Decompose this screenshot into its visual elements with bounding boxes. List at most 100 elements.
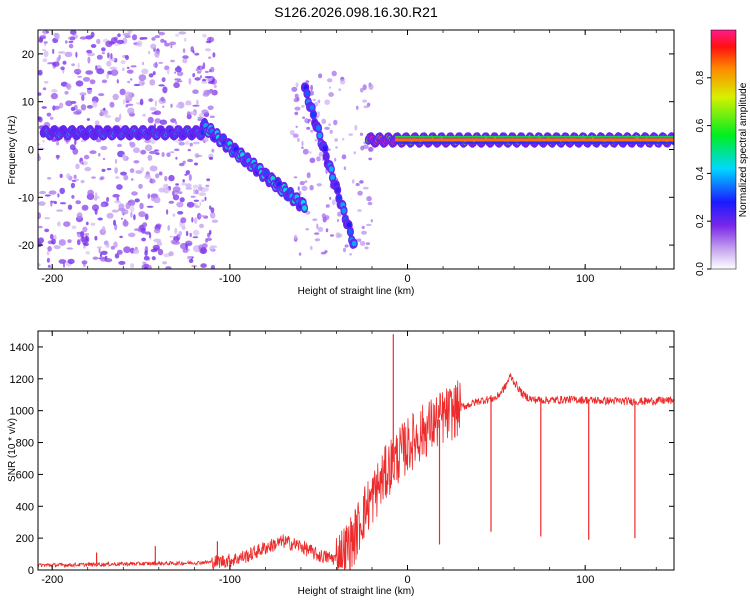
x-tick-label: 0 (404, 273, 410, 285)
spectrogram-noise-blob (109, 101, 115, 108)
spectrogram-noise-blob (141, 82, 145, 85)
spectrogram-noise-blob (210, 264, 215, 269)
spectrogram-noise-blob (152, 71, 156, 76)
spectrogram-noise-blob (182, 222, 185, 229)
spectrogram-noise-blob (329, 196, 332, 200)
spectrogram-noise-blob (50, 92, 59, 100)
spectrogram-noise-blob (193, 199, 199, 202)
y-tick-label: 1400 (10, 342, 34, 354)
spectrogram-noise-blob (107, 52, 110, 59)
spectrogram-noise-blob (86, 49, 93, 54)
spectrogram-noise-blob (106, 60, 112, 67)
spectrogram-noise-blob (59, 202, 67, 205)
spectrogram-noise-blob (314, 232, 320, 235)
spectrogram-noise-blob (112, 93, 119, 101)
spectrogram-noise-blob (133, 83, 141, 87)
spectrogram-noise-blob (182, 55, 189, 59)
spectrogram-noise-blob (321, 118, 327, 125)
spectrogram-noise-blob (106, 73, 109, 79)
spectrogram-noise-blob (164, 175, 168, 182)
spectrogram-noise-blob (211, 148, 215, 153)
spectrogram-noise-blob (151, 112, 158, 115)
spectrogram-noise-blob (38, 263, 41, 267)
spectrogram-noise-blob (370, 219, 373, 223)
spectrogram-noise-blob (366, 223, 372, 227)
spectrogram-noise-blob (54, 32, 60, 40)
spectrogram-noise-blob (301, 146, 304, 149)
spectrogram-noise-blob (304, 180, 308, 183)
spectrogram-noise-blob (174, 148, 180, 152)
spectrogram-noise-blob (59, 187, 65, 195)
spectrogram-x-label: Height of straight line (km) (298, 286, 415, 297)
spectrogram-noise-blob (192, 141, 200, 145)
spectrogram-noise-blob (195, 154, 203, 157)
y-tick-label: 400 (16, 501, 34, 513)
spectrogram-noise-blob (301, 185, 308, 191)
spectrogram-noise-blob (142, 113, 146, 117)
spectrogram-noise-blob (368, 146, 374, 152)
spectrogram-noise-blob (207, 81, 215, 84)
spectrogram-noise-blob (127, 80, 131, 84)
spectrogram-noise-blob (96, 38, 101, 45)
spectrogram-noise-blob (98, 152, 101, 157)
spectrogram-noise-blob (66, 173, 71, 179)
spectrogram-noise-blob (335, 146, 338, 149)
spectrogram-noise-blob (133, 248, 140, 255)
spectrogram-noise-blob (115, 176, 120, 179)
spectrogram-noise-blob (83, 154, 90, 160)
spectrogram-noise-blob (133, 228, 141, 232)
spectrogram-noise-blob (160, 38, 165, 43)
spectrogram-noise-blob (69, 36, 76, 41)
spectrogram-noise-blob (126, 103, 134, 107)
spectrogram-noise-blob (362, 186, 369, 190)
spectrogram-noise-blob (38, 69, 43, 76)
y-tick-label: 800 (16, 438, 34, 450)
spectrogram-noise-blob (148, 98, 154, 102)
spectrogram-noise-blob (209, 115, 215, 119)
spectrogram-noise-blob (169, 235, 173, 238)
spectrogram-noise-blob (310, 129, 314, 133)
spectrogram-noise-blob (318, 152, 324, 157)
spectrogram-noise-blob (177, 191, 183, 194)
x-tick-label: 100 (576, 574, 594, 586)
spectrogram-noise-blob (158, 84, 165, 87)
spectrogram-noise-blob (86, 105, 93, 109)
spectrogram-noise-blob (210, 211, 216, 219)
spectrogram-noise-blob (119, 235, 123, 239)
spectrogram-noise-blob (327, 78, 333, 83)
y-tick-label: 1200 (10, 374, 34, 386)
spectrogram-noise-blob (172, 194, 180, 201)
spectrogram-noise-blob (195, 68, 199, 72)
spectrogram-noise-blob (44, 217, 51, 220)
spectrogram-noise-blob (94, 197, 98, 201)
spectrogram-noise-blob (167, 68, 170, 75)
spectrogram-noise-blob (186, 111, 191, 117)
spectrogram-noise-blob (119, 113, 122, 120)
spectrogram-noise-blob (203, 136, 209, 141)
spectrogram-noise-blob (298, 252, 302, 256)
spectrogram-noise-blob (106, 168, 112, 171)
x-tick-label: 0 (404, 574, 410, 586)
spectrogram-noise-blob (185, 230, 189, 237)
spectrogram-noise-blob (83, 242, 89, 247)
colorbar-tick-label: 0.0 (695, 262, 706, 276)
spectrogram-noise-blob (291, 86, 298, 92)
spectrogram-noise-blob (187, 158, 194, 163)
spectrogram-noise-blob (77, 75, 82, 78)
spectrogram-noise-blob (189, 111, 196, 115)
spectrogram-noise-blob (151, 256, 156, 261)
spectrogram-noise-blob (86, 87, 93, 90)
spectrogram-noise-blob (43, 30, 47, 36)
spectrogram-noise-blob (205, 48, 211, 52)
spectrogram-noise-blob (47, 264, 51, 268)
spectrogram-noise-blob (160, 96, 165, 102)
spectrogram-noise-blob (316, 183, 322, 187)
spectrogram-noise-blob (67, 204, 73, 210)
spectrogram-noise-blob (204, 196, 207, 201)
spectrogram-noise-blob (343, 166, 347, 170)
spectrogram-noise-blob (192, 184, 199, 189)
spectrogram-noise-blob (130, 178, 134, 181)
spectrogram-noise-blob (198, 184, 202, 187)
spectrogram-cell (317, 132, 323, 139)
